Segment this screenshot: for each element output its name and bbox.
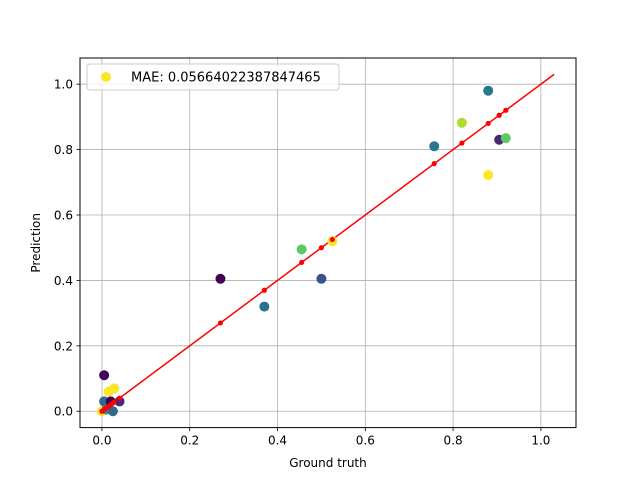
data-point [456, 117, 467, 128]
y-tick-label: 0.0 [54, 405, 73, 419]
fit-marker [111, 399, 117, 405]
y-tick-label: 0.2 [54, 339, 73, 353]
x-tick-label: 0.0 [92, 434, 111, 448]
data-point [107, 406, 118, 417]
x-tick-label: 0.2 [180, 434, 199, 448]
fit-marker [261, 287, 267, 293]
x-tick-label: 0.8 [444, 434, 463, 448]
data-points [96, 85, 511, 417]
legend-label: MAE: 0.05664022387847465 [131, 71, 321, 86]
legend-box [86, 63, 340, 91]
legend: MAE: 0.05664022387847465 [86, 63, 340, 91]
data-point [215, 273, 226, 284]
fit-marker [217, 320, 224, 326]
data-point [483, 85, 494, 96]
data-point [429, 141, 440, 152]
fit-marker [485, 120, 491, 127]
y-axis-ticks: 0.0 0.2 0.4 0.6 0.8 1.0 [54, 78, 80, 419]
x-tick-label: 0.6 [356, 434, 375, 448]
data-point [296, 244, 307, 255]
data-point [259, 301, 270, 312]
fit-marker [431, 161, 437, 167]
data-point [316, 273, 327, 284]
data-point [99, 370, 110, 381]
y-tick-label: 1.0 [54, 78, 73, 92]
fit-marker [503, 107, 509, 113]
data-point [114, 396, 125, 407]
data-point [109, 383, 120, 394]
fit-markers [99, 107, 509, 414]
fit-marker [116, 395, 123, 401]
fit-marker [318, 245, 325, 251]
y-tick-label: 0.8 [54, 143, 73, 157]
x-tick-label: 0.4 [268, 434, 287, 448]
data-point [483, 170, 494, 181]
fit-marker [459, 140, 465, 146]
x-axis-label: Ground truth [289, 456, 367, 470]
fit-marker [299, 259, 305, 266]
y-axis-label: Prediction [29, 213, 43, 273]
legend-marker [101, 72, 111, 82]
fit-marker [496, 112, 502, 118]
y-tick-label: 0.6 [54, 208, 73, 222]
data-point [500, 133, 511, 144]
x-tick-label: 1.0 [531, 434, 550, 448]
y-tick-label: 0.4 [54, 274, 73, 288]
x-axis-ticks: 0.0 0.2 0.4 0.6 0.8 1.0 [92, 427, 550, 448]
fit-marker [329, 236, 335, 243]
plot-frame [79, 57, 577, 429]
